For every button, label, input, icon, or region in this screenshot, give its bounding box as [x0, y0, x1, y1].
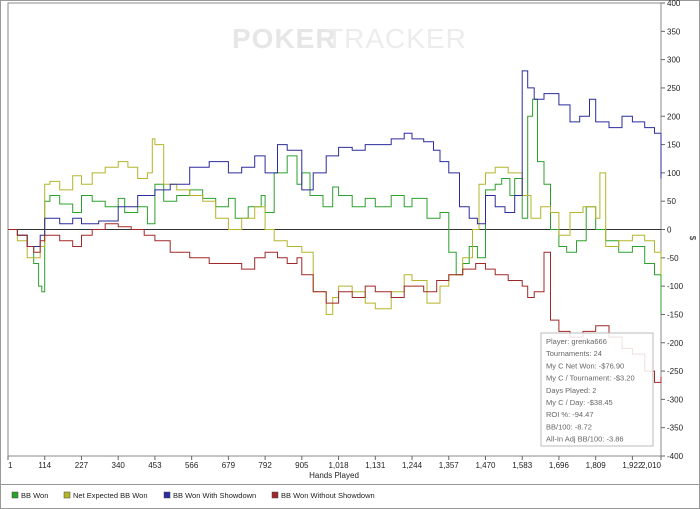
watermark-brand-b: TRACKER — [326, 23, 467, 54]
x-tick-label: 227 — [75, 461, 89, 470]
x-tick-label: 1,357 — [439, 461, 460, 470]
y-tick-label: -350 — [667, 424, 684, 433]
legend-label: BB Won With Showdown — [173, 491, 256, 500]
x-tick-label: 1,696 — [549, 461, 570, 470]
info-line: Tournaments: 24 — [546, 349, 602, 358]
y-axis-label: $ — [688, 236, 697, 241]
info-line: My C / Day: -$38.45 — [546, 398, 613, 407]
legend-frame — [0, 484, 700, 509]
series-layer — [8, 70, 662, 383]
y-tick-label: 0 — [667, 226, 672, 235]
x-tick-label: 114 — [38, 461, 51, 470]
x-tick-label: 340 — [112, 461, 126, 470]
series-line-bb-won-with-showdown — [8, 70, 662, 247]
y-tick-label: -150 — [667, 310, 684, 319]
y-tick-label: 100 — [667, 169, 681, 178]
legend-swatch — [63, 491, 71, 499]
y-tick-label: 200 — [667, 112, 681, 121]
x-tick-label: 453 — [148, 461, 162, 470]
y-tick-label: 150 — [667, 141, 681, 150]
info-line: My C Net Won: -$76.90 — [546, 361, 624, 370]
watermark-brand-a: POKER — [232, 23, 337, 54]
x-tick-label: 679 — [222, 461, 236, 470]
y-tick-label: 250 — [667, 84, 681, 93]
x-tick-label: 1,922 — [622, 461, 643, 470]
y-tick-label: -50 — [667, 254, 679, 263]
y-tick-label: -200 — [667, 339, 684, 348]
info-line: Days Played: 2 — [546, 386, 596, 395]
y-tick-label: -250 — [667, 367, 684, 376]
x-tick-label: 792 — [258, 461, 272, 470]
x-tick-label: 1,244 — [402, 461, 423, 470]
y-tick-label: 300 — [667, 56, 681, 65]
legend-label: BB Won Without Showdown — [281, 491, 375, 500]
info-line: BB/100: -8.72 — [546, 422, 592, 431]
x-tick-label: 1,470 — [475, 461, 496, 470]
x-tick-label: 1,809 — [586, 461, 607, 470]
legend: BB Won Net Expected BB Won BB Won With Sho… — [0, 484, 700, 509]
series-line-net-expected-bb-won — [8, 138, 662, 315]
y-tick-label: -100 — [667, 282, 684, 291]
x-tick-label: 1,131 — [365, 461, 386, 470]
y-tick-label: -300 — [667, 395, 684, 404]
x-tick-label: 905 — [295, 461, 309, 470]
legend-swatch — [11, 491, 19, 499]
stats-info-box: Player: grenka666 Tournaments: 24 My C Net… — [540, 332, 654, 447]
x-axis: 1 114 227 340 453 566 679 792 905 1,018 1,131 1,244… — [7, 456, 662, 470]
series-line-bb-won-without-showdown — [8, 223, 662, 383]
y-tick-label: -400 — [667, 452, 684, 461]
legend-swatch — [163, 491, 171, 499]
series-line-bb-won — [8, 98, 662, 315]
x-tick-label: 1,018 — [329, 461, 350, 470]
y-axis: -400 -350 -300 -250 -200 -150 -100 -50 0 50 100 150… — [8, 0, 684, 461]
y-tick-label: 50 — [667, 197, 676, 206]
x-tick-label: 566 — [185, 461, 199, 470]
info-line: Player: grenka666 — [546, 337, 607, 346]
y-tick-label: 400 — [667, 0, 681, 8]
legend-label: Net Expected BB Won — [73, 491, 147, 500]
info-line: ROI %: -94.47 — [546, 410, 594, 419]
info-line: All-In Adj BB/100: -3.86 — [546, 435, 624, 444]
pokertracker-watermark: POKER TRACKER — [232, 23, 467, 54]
x-tick-label: 2,010 — [641, 461, 662, 470]
y-tick-label: 350 — [667, 27, 681, 36]
x-tick-label: 1,583 — [512, 461, 533, 470]
x-axis-label: Hands Played — [309, 471, 359, 480]
x-tick-label: 1 — [8, 461, 13, 470]
info-line: My C / Tournament: -$3.20 — [546, 374, 635, 383]
info-box-frame — [540, 332, 654, 447]
legend-swatch — [271, 491, 279, 499]
legend-label: BB Won — [21, 491, 48, 500]
